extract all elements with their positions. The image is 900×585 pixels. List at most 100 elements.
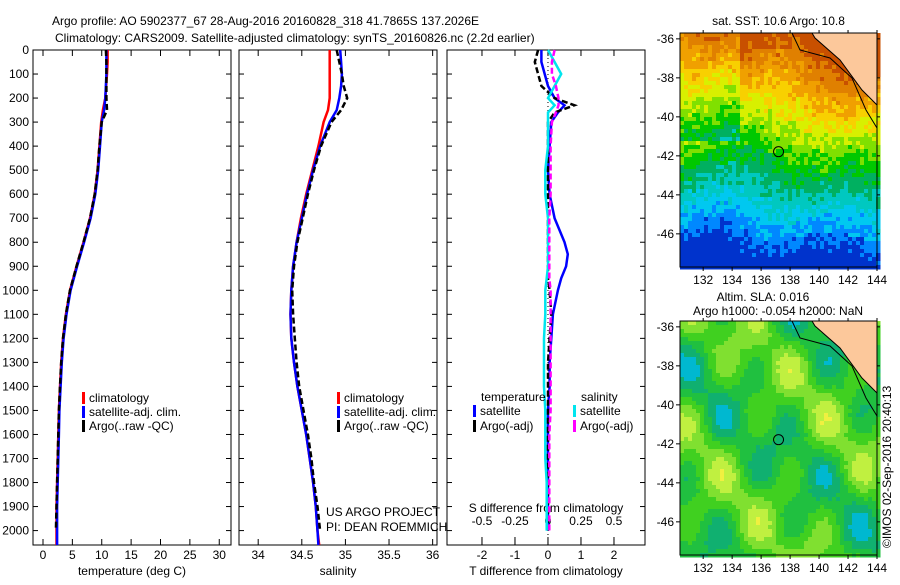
map-cell: [692, 249, 697, 254]
map-cell: [868, 161, 873, 166]
map-cell: [728, 385, 733, 390]
map-cell: [852, 185, 857, 190]
map-cell: [712, 197, 717, 202]
map-cell: [768, 429, 773, 434]
map-cell: [692, 161, 697, 166]
map-cell: [684, 405, 689, 410]
map-cell: [748, 517, 753, 522]
map-cell: [784, 533, 789, 538]
map-cell: [704, 501, 709, 506]
map-cell: [760, 261, 765, 266]
map-cell: [724, 393, 729, 398]
map-cell: [744, 341, 749, 346]
map-cell: [808, 173, 813, 178]
map-cell: [744, 533, 749, 538]
map-cell: [708, 361, 713, 366]
map-cell: [752, 353, 757, 358]
map-cell: [744, 257, 749, 262]
map-cell: [712, 457, 717, 462]
map-cell: [744, 181, 749, 186]
map-cell: [764, 357, 769, 362]
map-cell: [728, 141, 733, 146]
map-cell: [776, 377, 781, 382]
map-cell: [780, 233, 785, 238]
map-cell: [700, 181, 705, 186]
map-cell: [776, 89, 781, 94]
map-cell: [760, 545, 765, 550]
map-cell: [832, 157, 837, 162]
map-cell: [728, 193, 733, 198]
map-cell: [824, 89, 829, 94]
map-cell: [864, 189, 869, 194]
map-cell: [804, 133, 809, 138]
map-cell: [784, 237, 789, 242]
legend-swatch: [337, 392, 340, 404]
map-cell: [744, 233, 749, 238]
map-cell: [680, 213, 685, 218]
map-cell: [864, 161, 869, 166]
map-cell: [732, 141, 737, 146]
x-tick-label: 138: [780, 273, 800, 287]
map-cell: [832, 89, 837, 94]
map-cell: [684, 113, 689, 118]
map-cell: [868, 209, 873, 214]
map-cell: [740, 101, 745, 106]
map-cell: [752, 197, 757, 202]
legend-swatch: [473, 420, 476, 432]
figure-title-line2: Climatology: CARS2009. Satellite-adjuste…: [55, 31, 535, 45]
map-cell: [744, 209, 749, 214]
map-cell: [720, 189, 725, 194]
map-cell: [752, 321, 757, 326]
map-cell: [812, 45, 817, 50]
map-cell: [696, 377, 701, 382]
map-cell: [748, 69, 753, 74]
map-cell: [868, 213, 873, 218]
map-cell: [784, 545, 789, 550]
map-cell: [740, 189, 745, 194]
map-cell: [804, 217, 809, 222]
map-cell: [872, 261, 877, 266]
map-cell: [728, 405, 733, 410]
map-cell: [856, 169, 861, 174]
map-cell: [732, 525, 737, 530]
map-cell: [832, 257, 837, 262]
map-cell: [748, 461, 753, 466]
map-cell: [704, 381, 709, 386]
map-cell: [724, 137, 729, 142]
map-cell: [680, 405, 685, 410]
map-cell: [868, 137, 873, 142]
map-cell: [760, 377, 765, 382]
map-cell: [756, 345, 761, 350]
map-cell: [772, 177, 777, 182]
map-cell: [752, 533, 757, 538]
map-cell: [796, 253, 801, 258]
map-cell: [752, 465, 757, 470]
map-cell: [692, 533, 697, 538]
map-cell: [748, 257, 753, 262]
map-cell: [692, 37, 697, 42]
map-cell: [780, 185, 785, 190]
map-cell: [820, 261, 825, 266]
map-cell: [760, 373, 765, 378]
map-cell: [828, 161, 833, 166]
map-cell: [852, 253, 857, 258]
map-cell: [716, 117, 721, 122]
map-cell: [740, 341, 745, 346]
map-cell: [776, 233, 781, 238]
map-cell: [824, 221, 829, 226]
map-cell: [824, 133, 829, 138]
map-cell: [768, 481, 773, 486]
map-cell: [756, 449, 761, 454]
map-cell: [696, 49, 701, 54]
map-cell: [768, 161, 773, 166]
map-cell: [812, 145, 817, 150]
map-cell: [768, 65, 773, 70]
map-cell: [792, 257, 797, 262]
map-cell: [828, 129, 833, 134]
map-cell: [744, 97, 749, 102]
map-cell: [848, 197, 853, 202]
map-cell: [756, 461, 761, 466]
map-cell: [824, 241, 829, 246]
map-cell: [828, 105, 833, 110]
map-cell: [724, 205, 729, 210]
